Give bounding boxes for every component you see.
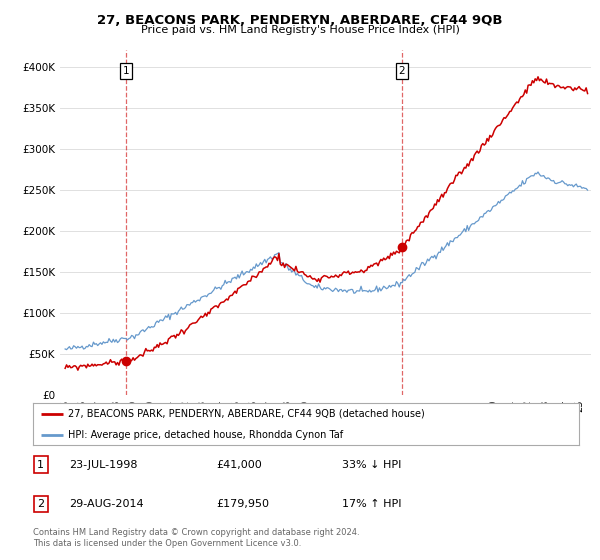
Text: 2: 2	[398, 66, 405, 76]
Text: 2: 2	[37, 499, 44, 509]
Text: 1: 1	[37, 460, 44, 470]
Text: 27, BEACONS PARK, PENDERYN, ABERDARE, CF44 9QB (detached house): 27, BEACONS PARK, PENDERYN, ABERDARE, CF…	[68, 409, 425, 419]
Text: 29-AUG-2014: 29-AUG-2014	[69, 499, 143, 509]
Text: 27, BEACONS PARK, PENDERYN, ABERDARE, CF44 9QB: 27, BEACONS PARK, PENDERYN, ABERDARE, CF…	[97, 14, 503, 27]
Text: Contains HM Land Registry data © Crown copyright and database right 2024.
This d: Contains HM Land Registry data © Crown c…	[33, 528, 359, 548]
Text: Price paid vs. HM Land Registry's House Price Index (HPI): Price paid vs. HM Land Registry's House …	[140, 25, 460, 35]
Text: HPI: Average price, detached house, Rhondda Cynon Taf: HPI: Average price, detached house, Rhon…	[68, 430, 344, 440]
Text: 1: 1	[123, 66, 130, 76]
Text: 17% ↑ HPI: 17% ↑ HPI	[342, 499, 401, 509]
Text: £41,000: £41,000	[216, 460, 262, 470]
Text: 23-JUL-1998: 23-JUL-1998	[69, 460, 137, 470]
Text: 33% ↓ HPI: 33% ↓ HPI	[342, 460, 401, 470]
Text: £179,950: £179,950	[216, 499, 269, 509]
